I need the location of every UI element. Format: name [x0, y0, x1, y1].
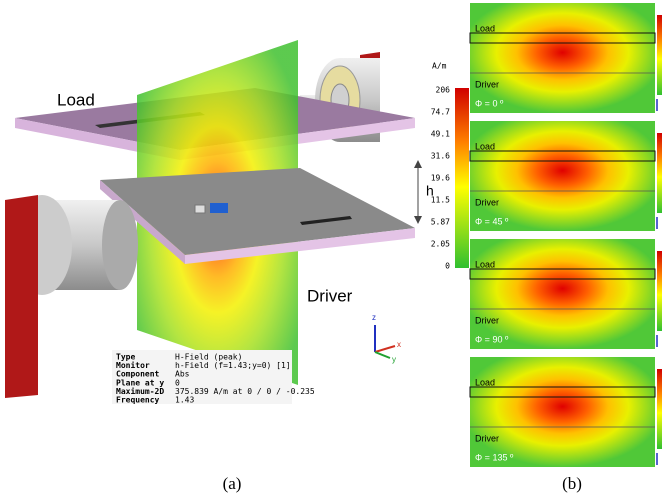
axis-x-label: x — [397, 340, 401, 349]
panel-driver-label: Driver — [475, 433, 499, 443]
coupler — [195, 205, 205, 213]
colorbar-tick-label: 2.05 — [431, 240, 450, 249]
panel-load-label: Load — [475, 259, 495, 269]
panel-driver-label: Driver — [475, 315, 499, 325]
colorbar-unit: A/m — [432, 62, 447, 71]
panel-colorbar — [657, 133, 662, 213]
info-value: 1.43 — [175, 396, 194, 405]
load-label: Load — [57, 90, 95, 109]
colorbar-tick-label: 74.7 — [431, 108, 450, 117]
motor-face — [102, 200, 138, 290]
caption-a: (a) — [223, 474, 242, 493]
panel-driver-label: Driver — [475, 197, 499, 207]
panel-phase-label: Φ = 135 º — [475, 452, 514, 462]
colorbar-tick-label: 206 — [436, 86, 451, 95]
panel-phase-label: Φ = 45 º — [475, 216, 509, 226]
arrow-head — [414, 216, 422, 224]
colorbar-tick-label: 5.87 — [431, 218, 450, 227]
panel-load-label: Load — [475, 23, 495, 33]
figure: Load Driver h A/m 20674.749.131.619.611.… — [0, 0, 668, 499]
colorbar-tick-label: 11.5 — [431, 196, 450, 205]
info-key: Maximum-2D — [116, 386, 164, 396]
info-value: 375.839 A/m at 0 / 0 / -0.235 — [175, 387, 315, 396]
field-panel — [470, 239, 655, 349]
panel-colorbar — [657, 369, 662, 449]
field-panel — [470, 3, 655, 113]
axis-z-label: z — [372, 313, 376, 322]
panel-load-label: Load — [475, 141, 495, 151]
field-panel — [470, 357, 655, 467]
load-end-plate — [5, 195, 38, 398]
driver-label: Driver — [307, 286, 353, 305]
colorbar-tick-label: 19.6 — [431, 174, 450, 183]
info-key: Frequency — [116, 396, 160, 405]
colorbar-tick-label: 0 — [445, 262, 450, 271]
panel-phase-label: Φ = 0 º — [475, 98, 504, 108]
port — [210, 203, 228, 213]
info-value: h-Field (f=1.43;y=0) [1] — [175, 361, 291, 370]
arrow-head — [414, 160, 422, 168]
info-key: Monitor — [116, 360, 150, 370]
colorbar — [455, 88, 469, 268]
caption-b: (b) — [562, 474, 582, 493]
panel-driver-label: Driver — [475, 79, 499, 89]
panel-load-label: Load — [475, 377, 495, 387]
axis-y-label: y — [392, 355, 396, 364]
panel-phase-label: Φ = 90 º — [475, 334, 509, 344]
field-panel — [470, 121, 655, 231]
colorbar-tick-label: 49.1 — [431, 130, 450, 139]
panel-colorbar — [657, 15, 662, 95]
colorbar-tick-label: 31.6 — [431, 152, 450, 161]
panel-colorbar — [657, 251, 662, 331]
axis-y — [375, 352, 390, 358]
axis-x — [375, 346, 395, 352]
